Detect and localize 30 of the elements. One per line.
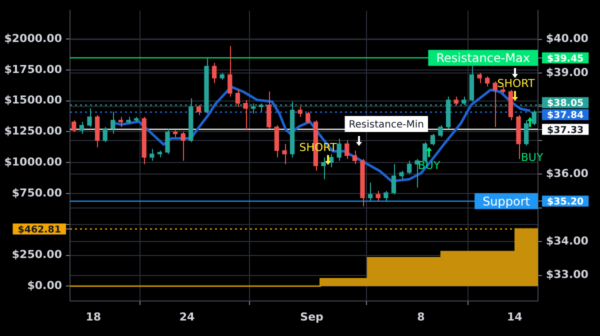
ref-line-label: Resistance-Min (348, 120, 424, 131)
ref-line-label: Resistance-Max (436, 50, 530, 65)
x-tick-label: 14 (506, 310, 523, 324)
y2-tick-label: $39.00 (546, 66, 589, 79)
y-tick-label: $0.00 (27, 279, 62, 292)
y2-tick-label: $37.84 (547, 110, 584, 122)
candlestick (282, 143, 287, 165)
x-tick-label: 8 (417, 310, 425, 324)
y-tick-label: $1000.00 (4, 155, 62, 168)
ref-line-label: Support (482, 194, 530, 208)
y-tick-label: $462.81 (18, 224, 62, 236)
y-tick-label: $1500.00 (4, 94, 62, 107)
y2-tick-label: $36.00 (546, 167, 589, 180)
x-tick-label: 24 (179, 310, 195, 324)
x-tick-label: Sep (300, 310, 324, 324)
y-tick-label: $750.00 (12, 186, 62, 200)
y2-tick-label: $33.00 (546, 268, 589, 282)
annotation: SHORT (497, 76, 536, 90)
y2-tick-label: $38.05 (547, 98, 584, 110)
x-tick-label: 18 (86, 310, 102, 324)
y-tick-label: $1250.00 (4, 124, 62, 138)
y2-tick-label: $37.33 (547, 124, 584, 136)
y2-tick-label: $39.45 (547, 53, 584, 64)
y-tick-label: $250.00 (12, 248, 62, 262)
y-tick-label: $1750.00 (4, 62, 62, 76)
y2-tick-label: $34.00 (546, 234, 589, 248)
y2-tick-label: $40.00 (546, 32, 589, 46)
annotation: BUY (520, 150, 544, 164)
y2-tick-label: $35.20 (547, 196, 584, 208)
y-tick-label: $2000.00 (4, 32, 62, 45)
